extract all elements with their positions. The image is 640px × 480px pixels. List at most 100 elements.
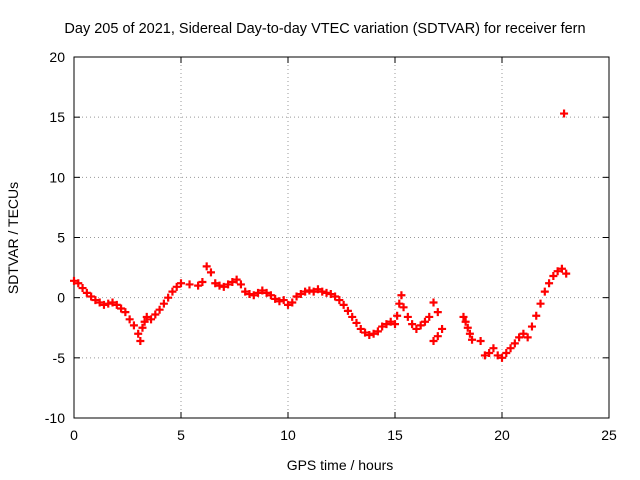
data-point xyxy=(318,287,327,296)
data-point xyxy=(510,339,519,348)
x-tick-label: 5 xyxy=(177,427,185,443)
data-point xyxy=(476,336,485,345)
data-point xyxy=(142,312,151,321)
data-point xyxy=(557,264,566,273)
data-point xyxy=(393,311,402,320)
data-point xyxy=(82,288,91,297)
data-point xyxy=(540,287,549,296)
data-point xyxy=(378,322,387,331)
data-point xyxy=(134,329,143,338)
data-point xyxy=(361,328,370,337)
x-tick-label: 10 xyxy=(280,427,296,443)
data-point xyxy=(279,296,288,305)
data-point xyxy=(136,336,145,345)
data-point xyxy=(78,284,87,293)
data-point xyxy=(425,312,434,321)
data-point xyxy=(206,268,215,277)
data-point xyxy=(177,279,185,288)
data-point xyxy=(339,300,348,309)
data-point xyxy=(549,272,558,281)
data-point xyxy=(215,281,224,290)
data-point xyxy=(562,269,571,278)
data-point xyxy=(288,298,297,307)
data-point xyxy=(322,288,331,297)
data-point xyxy=(399,303,408,312)
data-point xyxy=(254,288,263,297)
data-point xyxy=(502,349,511,358)
data-point xyxy=(125,315,134,324)
y-tick-label: 0 xyxy=(57,290,65,306)
data-point xyxy=(211,279,220,288)
x-tick-label: 15 xyxy=(387,427,403,443)
data-point xyxy=(343,306,352,315)
x-tick-label: 20 xyxy=(494,427,510,443)
data-point xyxy=(403,312,412,321)
data-point xyxy=(545,279,554,288)
data-point xyxy=(194,281,203,290)
data-point xyxy=(391,320,399,329)
x-tick-label: 0 xyxy=(70,427,78,443)
data-point xyxy=(228,278,237,287)
chart-title: Day 205 of 2021, Sidereal Day-to-day VTE… xyxy=(64,21,585,37)
data-point xyxy=(519,329,528,338)
data-point xyxy=(95,298,104,307)
data-point xyxy=(236,280,245,289)
data-point xyxy=(138,323,147,332)
y-tick-label: 10 xyxy=(49,169,65,185)
data-point xyxy=(416,321,425,330)
data-point xyxy=(506,344,515,353)
data-point xyxy=(493,351,502,360)
data-point xyxy=(369,329,378,338)
data-point xyxy=(395,299,404,308)
data-point xyxy=(91,296,100,305)
data-point xyxy=(356,324,365,333)
data-point xyxy=(335,296,344,305)
data-point xyxy=(408,320,417,329)
data-point xyxy=(326,290,335,299)
data-point xyxy=(527,322,536,331)
data-point xyxy=(386,317,395,326)
data-point xyxy=(185,280,194,289)
data-point xyxy=(373,327,382,336)
data-point xyxy=(532,311,541,320)
data-point xyxy=(284,300,292,309)
data-point xyxy=(241,287,250,296)
x-tick-label: 25 xyxy=(601,427,617,443)
data-point xyxy=(266,291,275,300)
grid xyxy=(74,57,609,418)
data-point xyxy=(262,288,271,297)
data-point xyxy=(515,333,524,342)
data-point xyxy=(271,294,280,303)
data-point xyxy=(147,315,156,324)
data-point xyxy=(365,330,374,339)
data-point xyxy=(438,324,447,333)
data-point xyxy=(151,310,160,319)
data-point xyxy=(140,317,149,326)
y-axis-label: SDTVAR / TECUs xyxy=(5,182,21,294)
data-point xyxy=(459,312,468,321)
data-point xyxy=(164,293,173,302)
data-point xyxy=(99,300,108,309)
data-point xyxy=(313,285,322,294)
data-point xyxy=(397,291,406,300)
data-point xyxy=(461,317,470,326)
y-tick-label: -10 xyxy=(45,410,65,426)
data-point xyxy=(224,280,233,289)
data-point xyxy=(480,351,489,360)
y-tick-label: 20 xyxy=(49,49,65,65)
y-tick-label: -5 xyxy=(53,350,66,366)
data-point xyxy=(108,298,117,307)
data-point xyxy=(463,323,472,332)
data-point xyxy=(429,336,438,345)
data-point xyxy=(433,308,442,317)
x-axis-label: GPS time / hours xyxy=(287,457,394,473)
data-point xyxy=(219,282,228,291)
data-point xyxy=(429,298,438,307)
data-point xyxy=(348,312,357,321)
data-point xyxy=(382,320,391,329)
data-point xyxy=(249,291,258,300)
data-point xyxy=(275,297,284,306)
data-point xyxy=(420,317,429,326)
data-point xyxy=(296,290,305,299)
